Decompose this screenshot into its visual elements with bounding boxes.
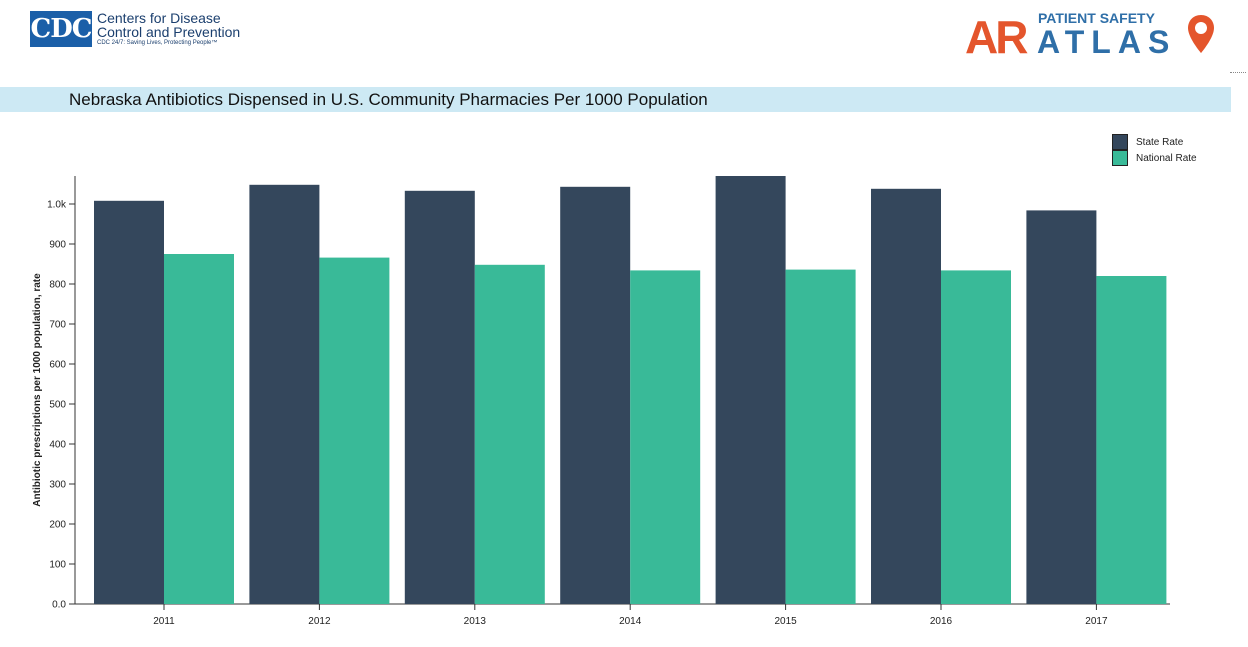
y-tick-label: 900 <box>49 240 66 251</box>
x-tick-label: 2014 <box>619 616 642 627</box>
page-header: CDC Centers for Disease Control and Prev… <box>0 0 1248 75</box>
bar-chart: 0.0 100 200 300 400 500 600 700 800 900 1.0k Antibi… <box>32 176 1170 627</box>
y-tick-label: 600 <box>49 360 66 371</box>
y-tick-label: 800 <box>49 280 66 291</box>
legend-label-national: National Rate <box>1136 152 1197 164</box>
bar-state-2011 <box>94 200 164 605</box>
legend-swatch-state <box>1112 134 1128 150</box>
legend-item-state[interactable]: State Rate <box>1112 134 1197 150</box>
y-tick-label: 200 <box>49 520 66 531</box>
cdc-name-line1: Centers for Disease <box>97 10 221 26</box>
cdc-logo-mark: CDC <box>30 11 92 47</box>
cdc-name-line2: Control and Prevention <box>97 24 241 40</box>
x-tick-label: 2017 <box>1085 616 1108 627</box>
cdc-tagline: CDC 24/7: Saving Lives, Protecting Peopl… <box>97 40 218 46</box>
y-tick-label: 300 <box>49 480 66 491</box>
cdc-logo-text: Centers for Disease Control and Preventi… <box>97 11 240 47</box>
bar-state-2017 <box>1026 210 1097 604</box>
legend-item-national[interactable]: National Rate <box>1112 150 1197 166</box>
bar-national-2016 <box>941 270 1011 604</box>
header-divider <box>1230 72 1246 73</box>
y-tick-label: 0.0 <box>52 600 66 611</box>
x-tick-label: 2016 <box>930 616 953 627</box>
chart-legend: State Rate National Rate <box>1112 134 1197 166</box>
cdc-logo[interactable]: CDC Centers for Disease Control and Prev… <box>30 11 240 47</box>
bar-state-2013 <box>404 190 475 605</box>
bar-national-2011 <box>164 254 234 604</box>
atlas-logo-ar: AR <box>965 11 1028 63</box>
bar-national-2014 <box>630 270 701 604</box>
chart-title: Nebraska Antibiotics Dispensed in U.S. C… <box>69 90 708 109</box>
legend-swatch-national <box>1112 150 1128 166</box>
atlas-logo-patient-safety: PATIENT SAFETY <box>1038 10 1155 26</box>
y-tick-label: 700 <box>49 320 66 331</box>
y-axis-label: Antibiotic prescriptions per 1000 popula… <box>32 273 43 507</box>
location-pin-icon <box>1188 15 1214 53</box>
bar-national-2013 <box>474 264 545 604</box>
bar-national-2012 <box>319 257 390 604</box>
y-tick-label: 400 <box>49 440 66 451</box>
bar-state-2016 <box>871 188 941 605</box>
y-tick-label: 1.0k <box>47 200 67 211</box>
x-tick-label: 2013 <box>464 616 487 627</box>
x-tick-label: 2015 <box>774 616 797 627</box>
bar-national-2017 <box>1096 276 1167 604</box>
bar-national-2015 <box>785 269 856 604</box>
bar-state-2014 <box>560 186 631 605</box>
y-tick-label: 500 <box>49 400 66 411</box>
bar-state-2012 <box>249 184 320 605</box>
chart-title-bar: Nebraska Antibiotics Dispensed in U.S. C… <box>0 87 1231 112</box>
atlas-logo-atlas: ATLAS <box>1037 24 1177 60</box>
x-tick-label: 2012 <box>308 616 331 627</box>
legend-label-state: State Rate <box>1136 136 1184 148</box>
y-tick-label: 100 <box>49 560 66 571</box>
bar-state-2015 <box>715 176 786 604</box>
ar-patient-safety-atlas-logo[interactable]: AR PATIENT SAFETY ATLAS <box>965 8 1220 63</box>
x-tick-label: 2011 <box>153 616 175 627</box>
